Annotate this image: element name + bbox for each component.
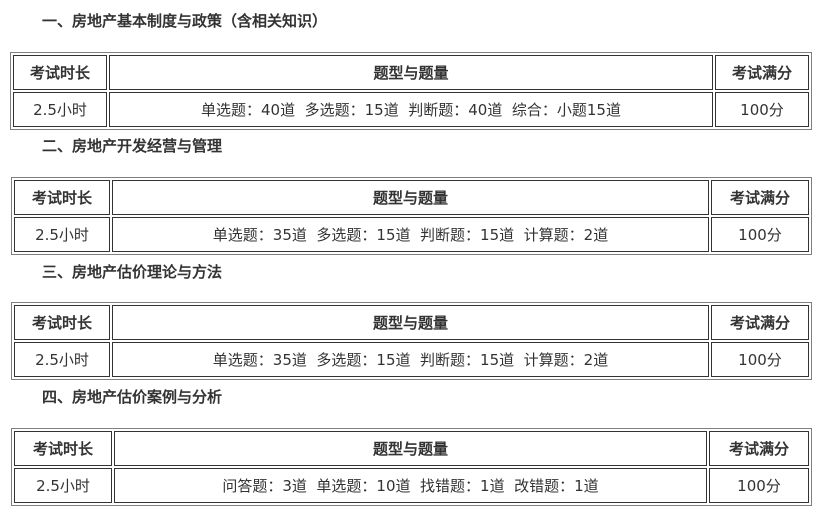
section-title-2: 二、房地产开发经营与管理 <box>42 137 223 155</box>
exam-table-3: 考试时长 题型与题量 考试满分 2.5小时 单选题：35道 多选题：15道 判断题：1… <box>11 302 812 380</box>
exam-table-4: 考试时长 题型与题量 考试满分 2.5小时 问答题：3道 单选题：10道 找错题：1道… <box>11 428 812 506</box>
header-questions: 题型与题量 <box>114 431 707 466</box>
header-questions: 题型与题量 <box>112 305 709 340</box>
header-score: 考试满分 <box>715 55 809 90</box>
header-duration: 考试时长 <box>14 180 110 215</box>
header-duration: 考试时长 <box>13 55 107 90</box>
section-title-4: 四、房地产估价案例与分析 <box>42 388 223 406</box>
cell-duration: 2.5小时 <box>13 92 107 127</box>
cell-score: 100分 <box>711 217 809 252</box>
header-duration: 考试时长 <box>14 305 110 340</box>
section-title-1: 一、房地产基本制度与政策（含相关知识） <box>42 12 328 30</box>
cell-duration: 2.5小时 <box>14 468 112 503</box>
cell-score: 100分 <box>715 92 809 127</box>
header-score: 考试满分 <box>711 305 809 340</box>
cell-score: 100分 <box>711 342 809 377</box>
header-questions: 题型与题量 <box>109 55 713 90</box>
cell-questions: 问答题：3道 单选题：10道 找错题：1道 改错题：1道 <box>114 468 707 503</box>
header-duration: 考试时长 <box>14 431 112 466</box>
exam-table-1: 考试时长 题型与题量 考试满分 2.5小时 单选题：40道 多选题：15道 判断题：4… <box>10 52 812 130</box>
cell-questions: 单选题：40道 多选题：15道 判断题：40道 综合：小题15道 <box>109 92 713 127</box>
cell-duration: 2.5小时 <box>14 217 110 252</box>
section-title-3: 三、房地产估价理论与方法 <box>42 263 223 281</box>
cell-score: 100分 <box>709 468 809 503</box>
header-score: 考试满分 <box>711 180 809 215</box>
cell-duration: 2.5小时 <box>14 342 110 377</box>
header-score: 考试满分 <box>709 431 809 466</box>
header-questions: 题型与题量 <box>112 180 709 215</box>
cell-questions: 单选题：35道 多选题：15道 判断题：15道 计算题：2道 <box>112 342 709 377</box>
exam-table-2: 考试时长 题型与题量 考试满分 2.5小时 单选题：35道 多选题：15道 判断题：1… <box>11 177 812 255</box>
cell-questions: 单选题：35道 多选题：15道 判断题：15道 计算题：2道 <box>112 217 709 252</box>
